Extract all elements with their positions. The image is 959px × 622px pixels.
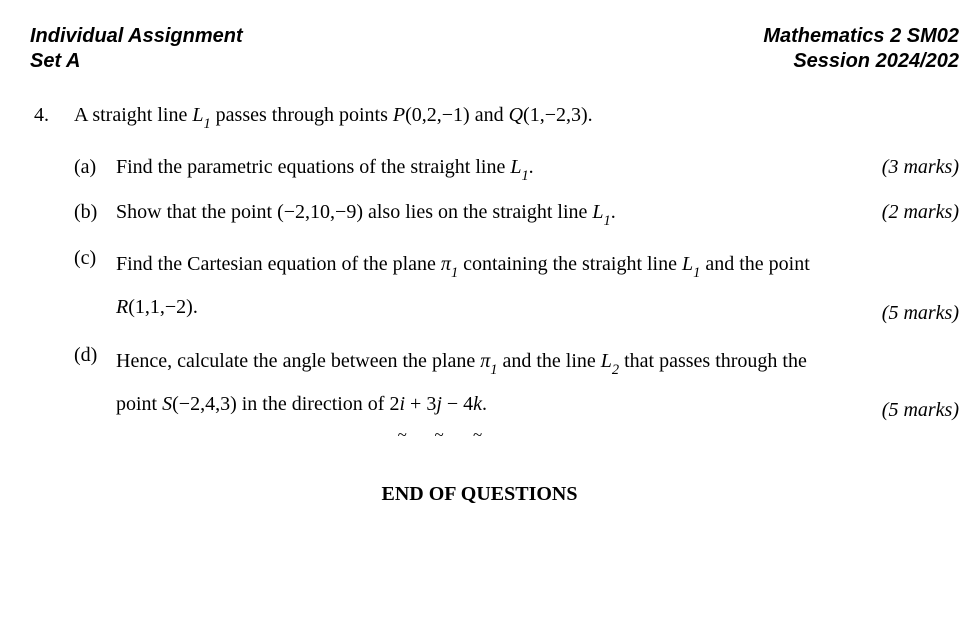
page-header: Individual Assignment Set A Mathematics … [30,24,959,74]
stem-Pcoords: (0,2,−1) [405,104,470,126]
part-a: (a) Find the parametric equations of the… [74,144,959,190]
stem-Q: Q [509,104,523,126]
part-b-point: (−2,10,−9) [277,201,363,223]
part-a-text: Find the parametric equations of the str… [116,152,859,186]
header-right-line1: Mathematics 2 SM02 [763,24,959,49]
part-d: (d) Hence, calculate the angle between t… [74,332,959,429]
end-of-questions: END OF QUESTIONS [30,429,959,509]
question-body: 4. A straight line L1 passes through poi… [30,74,959,509]
part-a-marks: (3 marks) [859,152,959,182]
part-d-L2: L2 [601,350,619,372]
part-b-label: (b) [74,197,116,227]
part-c-pi1: π1 [441,253,458,275]
stem-P: P [393,104,405,126]
part-c-label: (c) [74,243,116,273]
question-number: 4. [30,100,74,130]
part-c: (c) Find the Cartesian equation of the p… [74,235,959,332]
part-b: (b) Show that the point (−2,10,−9) also … [74,189,959,235]
header-right-line2: Session 2024/202 [763,49,959,74]
part-d-text: Hence, calculate the angle between the p… [116,340,859,425]
part-d-marks: (5 marks) [859,395,959,425]
part-b-L1: L1 [592,201,610,223]
header-right: Mathematics 2 SM02 Session 2024/202 [763,24,959,74]
part-d-direction: 2i + 3j − 4k [389,393,482,415]
part-a-label: (a) [74,152,116,182]
part-c-marks: (5 marks) [859,298,959,328]
stem-mid: passes through points [211,104,393,126]
header-left-line1: Individual Assignment [30,24,243,49]
vector-i: i [399,383,405,425]
question-stem-row: 4. A straight line L1 passes through poi… [30,100,959,134]
vector-k: k [473,383,482,425]
part-c-R: R [116,296,128,318]
part-d-S: S [162,393,172,415]
part-c-text: Find the Cartesian equation of the plane… [116,243,859,328]
question-stem: A straight line L1 passes through points… [74,100,959,134]
question-parts: (a) Find the parametric equations of the… [30,134,959,430]
part-a-L1: L1 [510,156,528,178]
part-c-L1: L1 [682,253,700,275]
stem-L1: L1 [192,104,210,126]
stem-pre: A straight line [74,104,192,126]
page: Individual Assignment Set A Mathematics … [0,0,959,622]
part-c-Rcoords: (1,1,−2). [128,296,198,318]
part-b-text: Show that the point (−2,10,−9) also lies… [116,197,859,231]
header-left: Individual Assignment Set A [30,24,243,74]
part-d-Scoords: (−2,4,3) [172,393,237,415]
stem-and: and [470,104,509,126]
stem-Qcoords: (1,−2,3). [523,104,593,126]
header-left-line2: Set A [30,49,243,74]
vector-j: j [436,383,442,425]
part-d-label: (d) [74,340,116,370]
part-b-marks: (2 marks) [859,197,959,227]
part-d-pi1: π1 [480,350,497,372]
